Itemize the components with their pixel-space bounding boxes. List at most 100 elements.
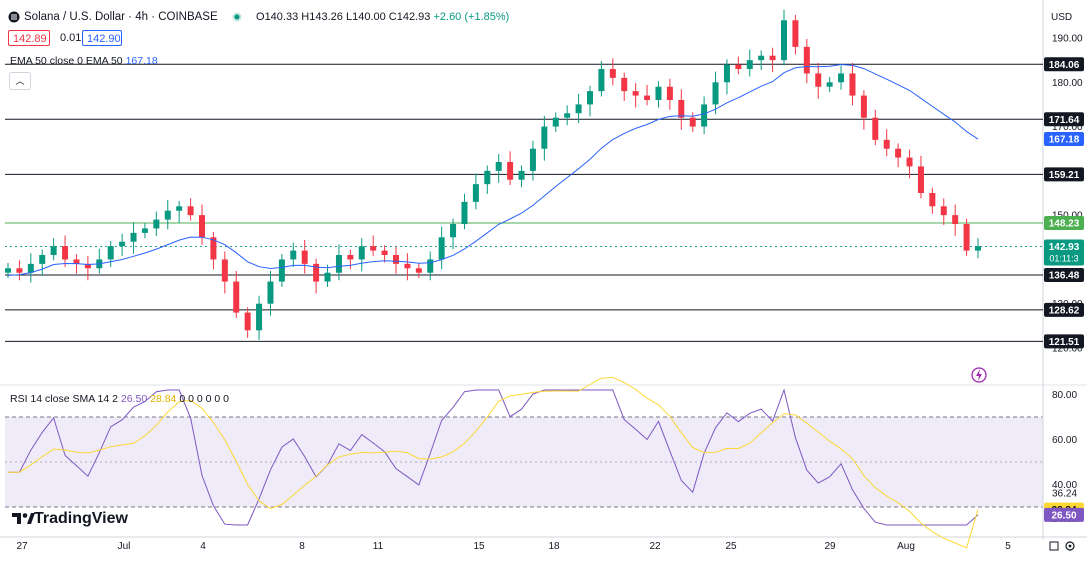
candle-body <box>666 86 673 100</box>
sell-price-box[interactable]: 142.89 <box>8 30 50 46</box>
last-price-label-bg <box>1044 239 1084 266</box>
candle-body <box>472 184 479 202</box>
collapse-legend-button[interactable]: ︿ <box>9 72 31 90</box>
ema-legend[interactable]: EMA 50 close 0 EMA 50 167.18 <box>10 54 158 68</box>
candle-body <box>906 157 913 167</box>
change-value: +2.60 (+1.85%) <box>433 11 510 23</box>
candle-body <box>895 148 902 158</box>
ema-price-label-bg <box>1044 132 1084 147</box>
candle-body <box>73 259 80 264</box>
candle-body <box>929 193 936 207</box>
rsi-line <box>8 388 979 526</box>
candle-body <box>187 206 194 216</box>
candle-body <box>415 268 422 273</box>
gear-icon[interactable] <box>1065 541 1075 551</box>
ema-legend-value: 167.18 <box>125 55 158 67</box>
price-tick-label: 190.00 <box>1052 34 1083 45</box>
candle-body <box>221 259 228 282</box>
candle-body <box>575 104 582 114</box>
level-label-bg <box>1044 112 1084 127</box>
last-price-label: 142.93 <box>1049 242 1080 253</box>
candle-body <box>141 228 148 233</box>
low-value: 140.00 <box>352 11 386 23</box>
candle-body <box>278 259 285 282</box>
candle-body <box>883 139 890 149</box>
rsi-axis-label: 36.24 <box>1052 488 1077 499</box>
price-tick-label: 120.00 <box>1052 344 1083 355</box>
candle-body <box>917 166 924 193</box>
candle-body <box>781 20 787 61</box>
rsi-sma-line <box>8 376 979 549</box>
market-status-icon[interactable] <box>232 12 242 22</box>
candle-body <box>609 69 616 78</box>
open-value: 140.33 <box>264 11 299 23</box>
rsi-legend-value: 26.50 <box>120 393 148 405</box>
candle-body <box>621 77 628 92</box>
candle-body <box>370 246 377 251</box>
level-label: 121.51 <box>1049 337 1080 348</box>
candle-body <box>689 117 696 127</box>
candle-body <box>347 255 354 260</box>
chevron-up-icon: ︿ <box>15 76 25 86</box>
time-tick-label: Jul <box>118 541 131 552</box>
candle-body <box>39 255 46 264</box>
candle-body <box>461 201 468 224</box>
candle-body <box>50 246 57 255</box>
low-label: L <box>345 11 353 23</box>
currency-label[interactable]: USD <box>1051 12 1073 23</box>
candle-body <box>119 241 126 247</box>
calendar-icon[interactable] <box>1049 541 1059 551</box>
candle-body <box>16 268 23 273</box>
candle-body <box>130 232 137 242</box>
time-tick-label: 4 <box>200 541 206 552</box>
candle-body <box>849 73 856 96</box>
candle-body <box>427 259 434 273</box>
candle-body <box>256 303 263 331</box>
candle-body <box>495 162 502 171</box>
candle-body <box>598 69 605 92</box>
candle-body <box>324 272 331 282</box>
candle-body <box>164 210 171 220</box>
symbol-title[interactable]: Solana / U.S. Dollar · 4h · COINBASE <box>24 10 218 24</box>
candle-body <box>860 95 867 118</box>
candle-body <box>872 117 879 140</box>
level-label-bg <box>1044 268 1084 283</box>
tradingview-logo-text: TradingView <box>34 510 128 527</box>
high-value: 143.26 <box>309 11 343 23</box>
rsi-legend[interactable]: RSI 14 close SMA 14 2 26.50 28.84 0 0 0 … <box>10 392 229 406</box>
candle-body <box>393 255 399 264</box>
candle-body <box>358 246 365 260</box>
lightning-icon[interactable] <box>971 367 987 383</box>
rsi-tick-label: 40.00 <box>1052 480 1077 491</box>
candle-body <box>484 170 491 185</box>
candle-body <box>838 73 845 83</box>
candle-body <box>199 215 205 238</box>
ema-price-label: 167.18 <box>1049 135 1080 146</box>
time-tick-label: 5 <box>1005 541 1011 552</box>
candle-body <box>438 237 445 260</box>
candle-body <box>826 82 833 87</box>
candle-body <box>404 263 411 269</box>
level-label-bg <box>1044 167 1084 182</box>
candle-body <box>655 86 662 100</box>
level-label: 148.23 <box>1049 218 1080 229</box>
time-tick-label: 11 <box>373 541 384 552</box>
ema-legend-label: EMA 50 close 0 EMA 50 <box>10 55 123 67</box>
level-label: 128.62 <box>1049 305 1080 316</box>
candle-body <box>233 281 240 313</box>
symbol-icon <box>8 11 20 23</box>
candle-body <box>632 91 639 96</box>
candle-body <box>5 268 11 273</box>
candle-body <box>792 20 799 47</box>
candle-body <box>815 73 822 87</box>
rsi-value-label-bg <box>1044 507 1084 522</box>
ohlc-values: O140.33 H143.26 L140.00 C142.93 +2.60 (+… <box>256 10 509 24</box>
candle-body <box>803 46 810 74</box>
candle-body <box>301 250 308 264</box>
candle-body <box>564 113 571 118</box>
time-tick-label: Aug <box>897 541 915 552</box>
buy-price-box[interactable]: 142.90 <box>82 30 122 46</box>
candle-body <box>552 117 559 127</box>
